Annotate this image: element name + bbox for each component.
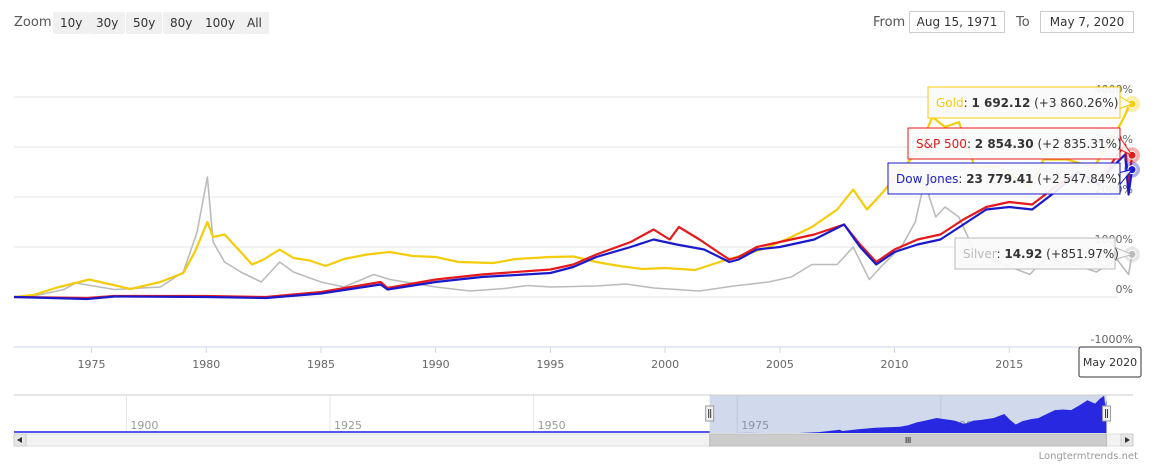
tooltip-gold: Gold: 1 692.12 (+3 860.26%) bbox=[927, 86, 1134, 119]
x-tick-label: 1985 bbox=[307, 358, 335, 371]
zoom-50y-button[interactable]: 50y bbox=[126, 12, 163, 34]
tooltip-series-name: S&P 500 bbox=[916, 137, 967, 151]
y-tick-label: -1000% bbox=[1091, 333, 1133, 346]
zoom-label: Zoom bbox=[14, 15, 52, 30]
tooltip-change: (+2 547.84%) bbox=[1033, 172, 1121, 186]
crosshair-label: May 2020 bbox=[1078, 346, 1142, 378]
x-tick-label: 2005 bbox=[766, 358, 794, 371]
tooltip-series-name: Gold bbox=[936, 96, 964, 110]
tooltip-box-s-p-500 bbox=[907, 127, 1121, 160]
zoom-10y-button[interactable]: 10y bbox=[53, 12, 90, 34]
series-tooltips: Gold: 1 692.12 (+3 860.26%) S&P 500: 2 85… bbox=[887, 86, 1134, 270]
navigator-tick-label: 1925 bbox=[334, 419, 362, 432]
tooltip-value: 1 692.12 bbox=[971, 96, 1030, 110]
tooltip-value: 2 854.30 bbox=[975, 137, 1034, 151]
tooltip-silver: Silver: 14.92 (+851.97%) bbox=[954, 237, 1134, 270]
tooltip-box-silver bbox=[954, 237, 1116, 270]
navigator-right-handle bbox=[1102, 405, 1112, 422]
tooltip-box-dow-jones bbox=[887, 162, 1121, 195]
navigator-left-handle bbox=[705, 405, 715, 422]
crosshair-label-text: May 2020 bbox=[1083, 356, 1137, 369]
to-date-input[interactable] bbox=[1040, 11, 1134, 33]
tooltip-colon: : bbox=[964, 96, 972, 110]
tooltip-change: (+2 835.31%) bbox=[1034, 137, 1122, 151]
range-selector: Zoom 10y 30y 50y 80y 100y All From To bbox=[0, 0, 1164, 46]
x-tick-label: 1990 bbox=[422, 358, 450, 371]
navigator-tick-label: 1950 bbox=[538, 419, 566, 432]
zoom-100y-button[interactable]: 100y bbox=[198, 12, 243, 34]
x-tick-label: 1995 bbox=[536, 358, 564, 371]
navigator-tick-label: 1975 bbox=[741, 419, 769, 432]
series-line-silver bbox=[13, 176, 1133, 298]
zoom-all-button[interactable]: All bbox=[240, 12, 269, 34]
tooltip-box-gold bbox=[927, 86, 1121, 119]
tooltip-text-gold: Gold: 1 692.12 (+3 860.26%) bbox=[936, 96, 1118, 110]
crosshair-label-box bbox=[1078, 346, 1142, 378]
x-tick-label: 2010 bbox=[881, 358, 909, 371]
zoom-30y-button[interactable]: 30y bbox=[89, 12, 126, 34]
navigator-series-area bbox=[709, 395, 1107, 433]
tooltip-change: (+851.97%) bbox=[1042, 247, 1119, 261]
tooltip-series-name: Dow Jones bbox=[896, 172, 958, 186]
tooltip-s-p-500: S&P 500: 2 854.30 (+2 835.31%) bbox=[907, 127, 1134, 160]
series-line-dow-jones bbox=[13, 153, 1134, 301]
series-line-s-p-500 bbox=[13, 143, 1134, 300]
tooltip-colon: : bbox=[997, 247, 1005, 261]
tooltip-dow-jones: Dow Jones: 23 779.41 (+2 547.84%) bbox=[887, 162, 1134, 195]
tooltip-text-silver: Silver: 14.92 (+851.97%) bbox=[963, 247, 1119, 261]
scrollbar[interactable] bbox=[13, 433, 1134, 447]
scroll-left-arrow-icon bbox=[17, 437, 22, 443]
tooltip-series-name: Silver bbox=[963, 247, 997, 261]
navigator[interactable]: 19001925195019752000 bbox=[14, 394, 1133, 433]
from-label: From bbox=[873, 15, 906, 30]
tooltip-text-s-p-500: S&P 500: 2 854.30 (+2 835.31%) bbox=[916, 137, 1122, 151]
tooltip-text-dow-jones: Dow Jones: 23 779.41 (+2 547.84%) bbox=[896, 172, 1121, 186]
x-tick-label: 2000 bbox=[651, 358, 679, 371]
x-axis: 1975 1980 1985 1990 1995 2000 2005 2010 2015 bbox=[14, 346, 1132, 371]
y-tick-label: 0% bbox=[1116, 283, 1133, 296]
x-tick-label: 1980 bbox=[192, 358, 220, 371]
scroll-right-arrow-icon bbox=[1125, 437, 1130, 443]
x-tick-label: 2015 bbox=[995, 358, 1023, 371]
from-date-input[interactable] bbox=[909, 11, 1005, 33]
to-label: To bbox=[1016, 15, 1030, 30]
tooltip-colon: : bbox=[958, 172, 966, 186]
tooltip-value: 14.92 bbox=[1004, 247, 1042, 261]
tooltip-value: 23 779.41 bbox=[966, 172, 1033, 186]
y-axis-labels: 4000%3000%2000%1000%0%-1000% bbox=[1091, 83, 1133, 346]
navigator-tick-label: 1900 bbox=[130, 419, 158, 432]
credit-text: Longtermtrends.net bbox=[1038, 451, 1138, 462]
tooltip-change: (+3 860.26%) bbox=[1030, 96, 1118, 110]
zoom-80y-button[interactable]: 80y bbox=[163, 12, 200, 34]
tooltip-colon: : bbox=[967, 137, 975, 151]
x-tick-label: 1975 bbox=[78, 358, 106, 371]
